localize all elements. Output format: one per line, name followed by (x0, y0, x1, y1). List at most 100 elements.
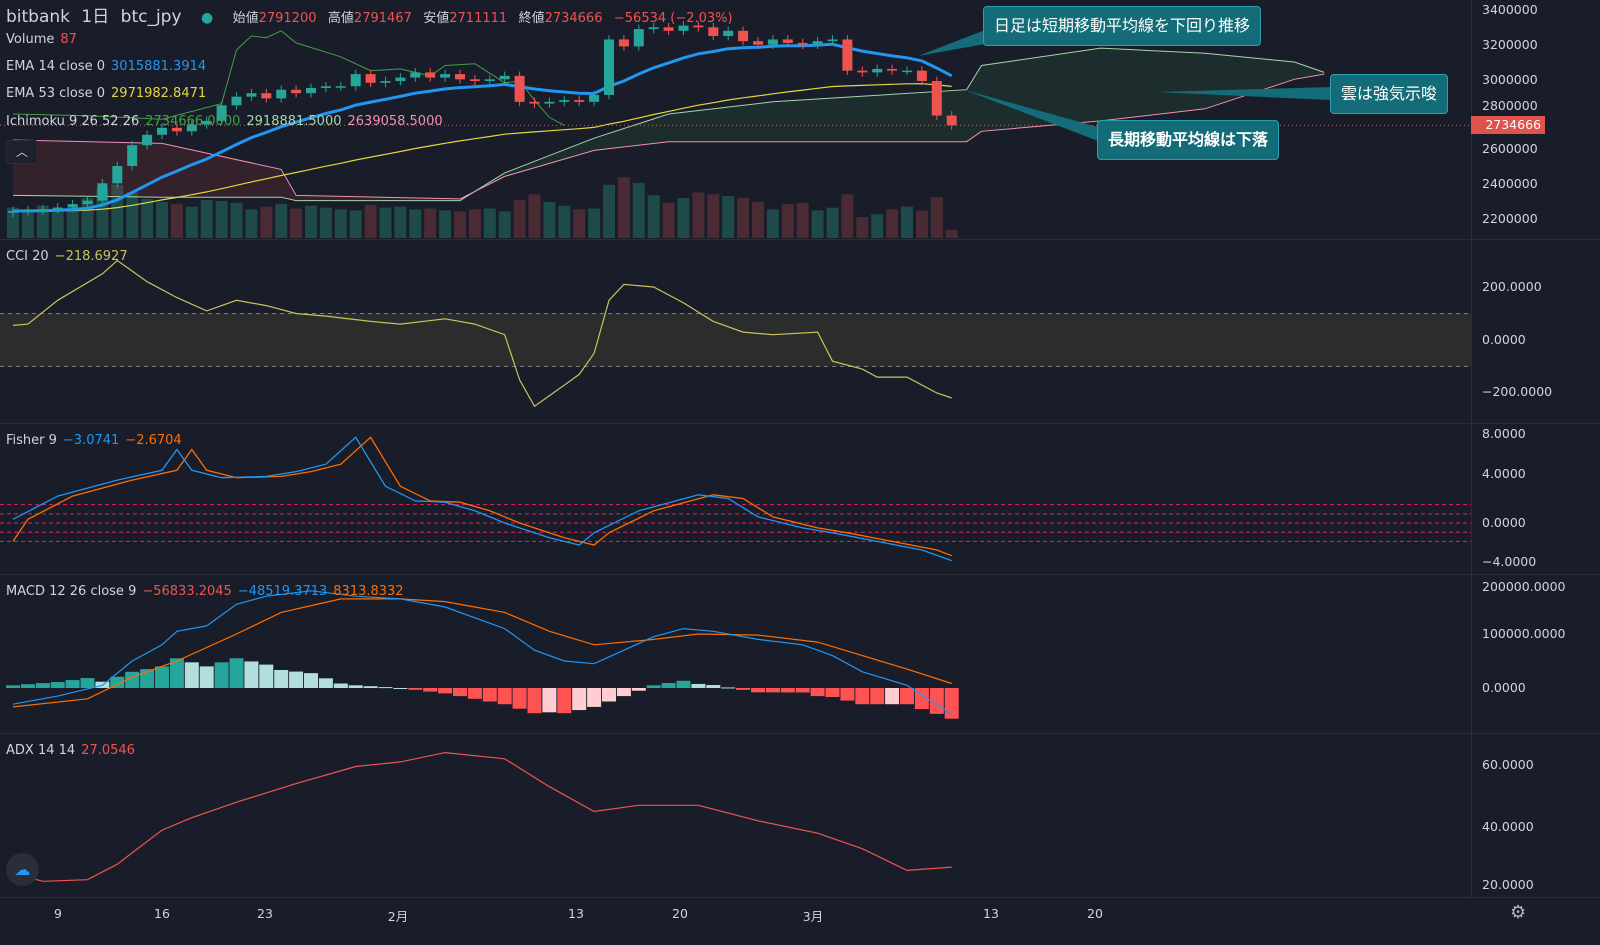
volume-bar (603, 184, 615, 238)
macd-histogram-bar (229, 658, 244, 688)
ichimoku-cloud (281, 169, 297, 201)
ichimoku-legend[interactable]: Ichimoku 9 26 52 26 2734666.0000 2918881.5… (6, 114, 443, 129)
candle-body (648, 27, 659, 30)
cci-tick: 200.0000 (1482, 279, 1542, 294)
volume-bar (766, 209, 779, 238)
volume-bar (275, 203, 288, 238)
tradingview-logo-icon[interactable]: ☁ (6, 853, 39, 886)
candle-body (902, 70, 912, 73)
candle-body (753, 41, 763, 45)
volume-bar (558, 205, 571, 238)
price-tick: 3400000 (1482, 2, 1538, 17)
price-tick: 3000000 (1482, 72, 1538, 87)
macd-histogram-bar (587, 688, 602, 707)
volume-bar (752, 201, 764, 238)
volume-bar (439, 210, 452, 238)
candle-body (201, 120, 212, 125)
volume-bar (722, 196, 735, 238)
time-tick: 2月 (387, 909, 409, 924)
macd-histogram-bar (751, 688, 765, 693)
volume-bar (409, 209, 422, 238)
volume-bar (707, 194, 720, 238)
ema53-legend[interactable]: EMA 53 close 0 2971982.8471 (6, 86, 207, 101)
chevron-up-icon: ︿ (15, 145, 28, 159)
candle-body (708, 27, 719, 36)
adx-tick: 60.0000 (1482, 757, 1534, 772)
candle-body (797, 42, 808, 45)
price-axis[interactable]: 3400000 3200000 3000000 2800000 2600000 … (1471, 0, 1600, 898)
price-tick: 2400000 (1482, 176, 1538, 191)
candle-body (37, 209, 48, 211)
ohlc-open: 始値2791200 (232, 11, 317, 26)
candle-body (946, 115, 957, 126)
settings-gear-icon[interactable]: ⚙ (1510, 902, 1527, 923)
volume-bar (692, 192, 705, 238)
macd-line (12, 590, 953, 715)
macd-histogram-bar (363, 686, 378, 688)
candle-body (842, 39, 853, 71)
volume-bar (856, 217, 869, 238)
macd-histogram-bar (169, 658, 184, 688)
candle-body (365, 74, 376, 83)
macd-histogram-bar (50, 682, 65, 688)
macd-histogram-bar (199, 666, 214, 688)
collapse-legend-button[interactable]: ︿ (6, 140, 38, 164)
exchange-name[interactable]: bitbank (6, 7, 71, 27)
volume-bar (871, 214, 884, 238)
volume-legend[interactable]: Volume 87 (6, 32, 77, 47)
volume-bar (781, 203, 794, 238)
symbol-name[interactable]: btc_jpy (120, 7, 182, 27)
fisher-line (12, 436, 952, 562)
candle-body (663, 27, 674, 31)
macd-histogram-bar (80, 678, 95, 688)
ema14-legend[interactable]: EMA 14 close 0 3015881.3914 (6, 59, 207, 74)
cci-legend[interactable]: CCI 20 −218.6927 (6, 249, 128, 264)
ichimoku-span-b-line (12, 73, 1325, 200)
ichimoku-cloud (162, 143, 282, 198)
macd-histogram-bar (318, 678, 333, 688)
annotation-short-ma[interactable]: 日足は短期移動平均線を下回り推移 (983, 6, 1262, 46)
pane-divider[interactable] (0, 733, 1600, 734)
candle-body (678, 25, 689, 31)
price-tick: 2600000 (1482, 141, 1538, 156)
candle-body (82, 200, 93, 205)
adx-legend[interactable]: ADX 14 14 27.0546 (6, 743, 135, 758)
ichimoku-cloud (504, 138, 595, 177)
candle-body (574, 100, 585, 102)
macd-histogram-bar (110, 676, 125, 688)
volume-bar (21, 209, 34, 238)
annotation-cloud[interactable]: 雲は強気示唆 (1330, 74, 1449, 114)
fisher-legend[interactable]: Fisher 9 −3.0741 −2.6704 (6, 433, 182, 448)
pane-divider[interactable] (0, 574, 1600, 575)
interval[interactable]: 1日 (81, 7, 110, 27)
candle-body (97, 183, 108, 201)
macd-histogram-bar (140, 669, 155, 688)
volume-bar (319, 207, 332, 238)
candle-body (425, 72, 436, 78)
time-tick: 20 (1087, 906, 1103, 921)
ichimoku-cloud (1100, 48, 1205, 121)
annotation-pointer (1155, 87, 1331, 100)
volume-bar (7, 207, 19, 238)
macd-histogram-bar (497, 688, 512, 705)
macd-histogram-bar (467, 688, 482, 699)
pane-divider[interactable] (0, 239, 1600, 240)
time-tick: 13 (568, 906, 584, 921)
macd-legend[interactable]: MACD 12 26 close 9 −56833.2045 −48519.3713… (6, 584, 404, 599)
macd-histogram-bar (646, 685, 661, 688)
pane-divider[interactable] (0, 423, 1600, 424)
macd-tick: 100000.0000 (1482, 626, 1566, 641)
volume-bar (901, 206, 913, 238)
macd-histogram-bar (542, 688, 557, 713)
macd-histogram-bar (780, 688, 795, 693)
annotation-long-ma[interactable]: 長期移動平均線は下落 (1097, 120, 1280, 160)
fisher-tick: 4.0000 (1482, 466, 1526, 481)
macd-histogram-bar (423, 688, 438, 692)
chart-plot-area[interactable] (0, 0, 1471, 898)
candle-body (499, 75, 510, 80)
candle-body (589, 94, 600, 102)
candle-body (857, 70, 868, 73)
candle-body (22, 210, 33, 212)
cci-band-fill (0, 313, 1471, 367)
market-status-icon: ● (200, 10, 214, 26)
